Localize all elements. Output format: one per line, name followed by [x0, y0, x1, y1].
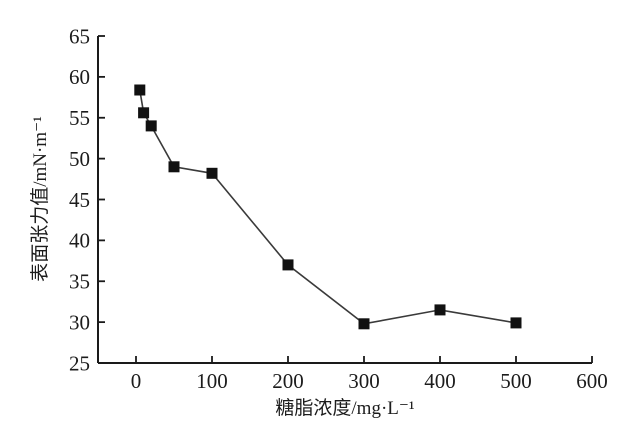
x-tick-label: 100 [196, 369, 228, 393]
x-axis-title: 糖脂浓度/mg·L⁻¹ [275, 397, 415, 419]
x-tick-label: 600 [576, 369, 608, 393]
x-tick-label: 400 [424, 369, 456, 393]
y-tick-label: 65 [69, 24, 90, 48]
data-point-marker [138, 107, 150, 119]
data-point-marker [206, 167, 218, 179]
x-tick-label: 300 [348, 369, 380, 393]
data-point-marker [510, 317, 522, 329]
y-tick-label: 60 [69, 65, 90, 89]
x-tick-label: 0 [131, 369, 142, 393]
data-point-marker [434, 304, 446, 316]
labels-layer: 糖脂浓度/mg·L⁻¹ 表面张力值/mN·m⁻¹ [29, 116, 415, 419]
y-tick-label: 40 [69, 229, 90, 253]
data-point-marker [134, 84, 146, 96]
y-tick-label: 30 [69, 310, 90, 334]
y-tick-label: 45 [69, 188, 90, 212]
data-point-marker [358, 318, 370, 330]
series-line [139, 89, 517, 325]
y-axis-title: 表面张力值/mN·m⁻¹ [29, 116, 51, 282]
axes-layer: 0 100 200 300 400 500 600 25 30 35 40 45 50 55 60 65 [69, 24, 608, 393]
x-tick-label: 200 [272, 369, 304, 393]
x-tick-label: 500 [500, 369, 532, 393]
data-point-marker [145, 120, 157, 132]
data-point-marker [282, 259, 294, 271]
y-tick-label: 25 [69, 351, 90, 375]
y-tick-label: 35 [69, 270, 90, 294]
data-point-marker [168, 161, 180, 173]
series-layer [134, 84, 522, 330]
y-tick-label: 55 [69, 106, 90, 130]
y-tick-label: 50 [69, 147, 90, 171]
